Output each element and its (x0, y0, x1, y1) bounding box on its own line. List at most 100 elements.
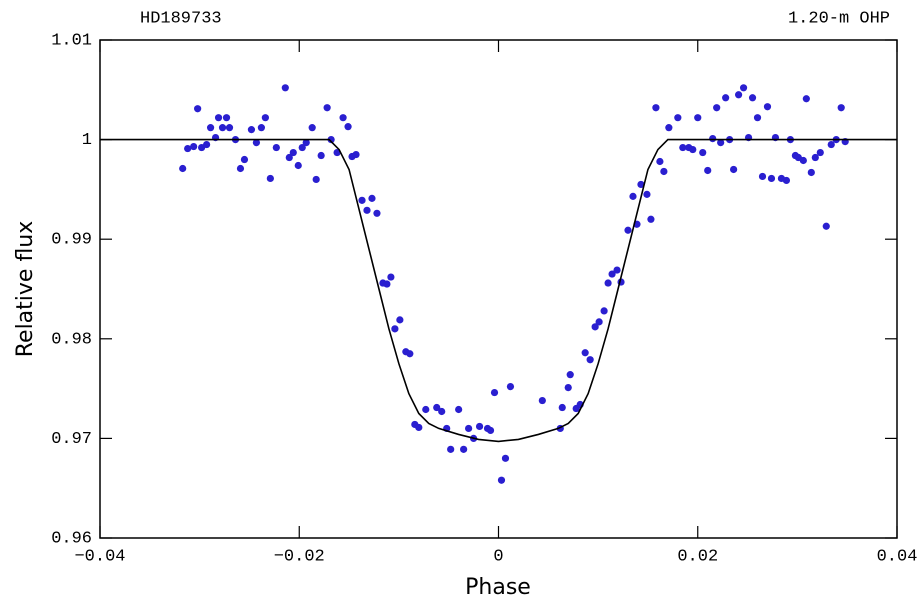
data-point (323, 104, 331, 112)
y-tick-label: 0.97 (51, 430, 92, 449)
y-tick-label: 0.96 (51, 529, 92, 548)
data-point (647, 215, 655, 223)
data-point (538, 396, 546, 405)
data-point (247, 126, 256, 134)
data-point (222, 114, 231, 122)
data-point (643, 190, 651, 198)
data-point (312, 175, 320, 184)
data-point (387, 273, 395, 281)
data-point (558, 403, 566, 412)
data-point (748, 94, 757, 102)
data-point (506, 383, 515, 391)
data-point (758, 172, 767, 181)
data-point (497, 476, 506, 484)
data-point (344, 123, 352, 131)
data-point (837, 104, 845, 112)
data-point (652, 104, 660, 112)
y-axis-title: Relative flux (13, 221, 38, 358)
data-point (190, 142, 198, 151)
data-point (281, 84, 289, 92)
y-tick-label: 1.01 (51, 31, 92, 50)
data-point (285, 153, 293, 162)
data-point (415, 423, 423, 432)
data-point (816, 148, 824, 157)
data-point (272, 143, 280, 152)
data-point (566, 371, 574, 379)
data-point (438, 407, 446, 416)
data-point (236, 164, 245, 173)
x-axis-title: Phase (465, 575, 531, 600)
chart-subtitle: 1.20-m OHP (788, 9, 890, 28)
data-point (214, 114, 223, 122)
data-point (460, 445, 468, 453)
y-tick-label: 0.98 (51, 330, 92, 349)
data-point (383, 280, 391, 288)
data-point (475, 422, 484, 431)
data-point (767, 174, 776, 183)
data-point (298, 143, 306, 152)
data-point (811, 153, 819, 162)
data-point (490, 388, 499, 397)
data-point (613, 266, 621, 274)
data-point (455, 405, 463, 414)
data-point (827, 140, 835, 149)
data-point (699, 148, 707, 157)
data-point (637, 180, 645, 189)
data-point (218, 124, 227, 132)
data-point (294, 161, 302, 170)
x-tick-label: 0.04 (877, 547, 918, 566)
y-tick-label: 1 (82, 131, 92, 150)
data-point (327, 136, 335, 144)
data-point (660, 167, 668, 176)
data-point (753, 114, 762, 122)
data-point (358, 196, 366, 204)
data-point (763, 103, 772, 111)
data-point (202, 140, 211, 149)
data-point (486, 426, 495, 435)
data-point (206, 124, 215, 132)
data-point (665, 124, 673, 132)
data-point (252, 138, 261, 147)
data-point (433, 403, 441, 412)
data-point (717, 138, 725, 147)
data-point (807, 168, 815, 177)
data-point (352, 150, 360, 159)
data-point (608, 270, 616, 278)
data-point (604, 279, 612, 287)
data-point (624, 226, 632, 234)
data-point (704, 166, 712, 175)
data-point (586, 356, 594, 364)
data-point (261, 114, 269, 122)
data-point (257, 124, 265, 132)
data-point (339, 114, 347, 122)
x-tick-label: −0.04 (74, 547, 125, 566)
data-point (465, 424, 473, 433)
data-point (782, 176, 791, 185)
data-point (689, 145, 697, 154)
data-point (179, 164, 187, 173)
data-point (317, 151, 325, 160)
data-point (302, 138, 310, 147)
data-point (289, 148, 297, 157)
data-point (802, 95, 810, 103)
data-point (739, 84, 748, 92)
data-point (564, 384, 572, 392)
chart-title: HD189733 (140, 9, 222, 28)
data-point (674, 114, 682, 122)
data-point (184, 144, 192, 153)
data-point (709, 135, 717, 143)
data-point (694, 114, 702, 122)
data-point (391, 325, 399, 333)
data-point (799, 156, 807, 165)
data-point (501, 454, 510, 462)
data-point (822, 222, 830, 230)
data-point (422, 405, 430, 414)
data-point (406, 350, 414, 358)
data-point (581, 349, 589, 357)
data-point (713, 104, 721, 112)
data-point (194, 105, 202, 113)
x-tick-label: 0 (493, 547, 503, 566)
y-tick-label: 0.99 (51, 231, 92, 250)
model-line (100, 138, 897, 443)
